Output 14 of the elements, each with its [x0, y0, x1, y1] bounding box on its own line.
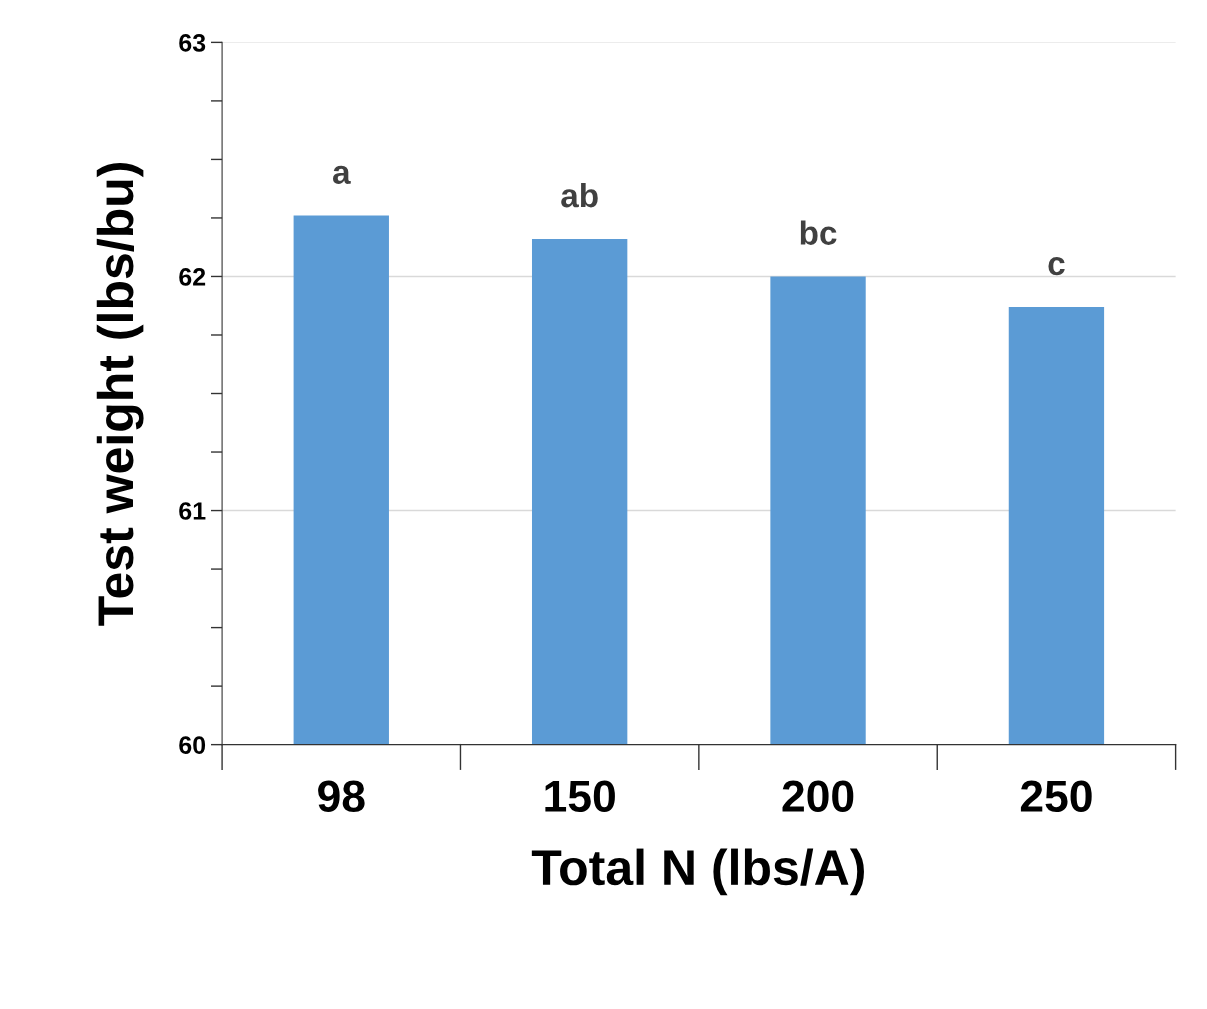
y-tick-label: 61 — [179, 502, 206, 520]
y-tick-label: 60 — [179, 736, 206, 754]
x-tick-label: 200 — [782, 780, 854, 813]
x-tick-label: 98 — [318, 780, 365, 813]
annotation: bc — [800, 220, 837, 245]
annotation: a — [332, 165, 351, 185]
x-axis-title: Total N (lbs/A) — [531, 848, 864, 896]
x-tick-label: 250 — [1020, 780, 1092, 813]
annotation: ab — [561, 182, 598, 208]
annotation: c — [1048, 257, 1065, 276]
x-tick-label: 150 — [545, 780, 615, 813]
y-tick-label: 63 — [179, 33, 206, 52]
y-tick-label: 62 — [179, 268, 206, 286]
y-axis-title: Test weight (lbs/bu) — [96, 163, 144, 626]
